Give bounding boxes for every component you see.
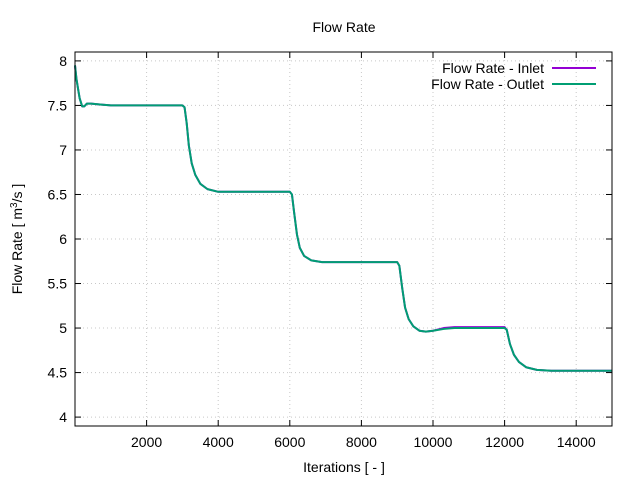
y-tick-label: 4.5 [48,365,68,381]
legend-label-outlet: Flow Rate - Outlet [431,76,544,92]
x-tick-label: 10000 [414,434,453,450]
x-tick-label: 6000 [274,434,305,450]
x-tick-labels: 2000 4000 6000 8000 10000 12000 14000 [131,434,596,450]
y-tick-label: 4 [59,409,67,425]
y-tick-label: 8 [59,53,67,69]
series-line-outlet [74,65,612,372]
x-tick-label: 8000 [346,434,377,450]
series-lines [74,65,612,372]
axis-ticks [75,52,612,426]
y-tick-label: 7.5 [48,97,68,113]
x-tick-label: 12000 [485,434,524,450]
y-tick-labels: 4 4.5 5 5.5 6 6.5 7 7.5 8 [48,53,68,425]
y-axis-label: Flow Rate [ m3/s ] [9,184,25,295]
y-tick-label: 7 [59,142,67,158]
legend-label-inlet: Flow Rate - Inlet [442,60,544,76]
grid-lines [75,52,612,426]
x-axis-label: Iterations [ - ] [303,459,385,475]
y-tick-label: 5 [59,320,67,336]
y-axis-label-prefix: Flow Rate [ m [9,208,25,294]
y-tick-label: 6.5 [48,186,68,202]
x-tick-label: 14000 [557,434,596,450]
y-axis-label-sup: 3 [9,202,20,208]
y-tick-label: 6 [59,231,67,247]
y-axis-label-suffix: /s ] [9,184,25,203]
x-tick-label: 4000 [203,434,234,450]
series-line-inlet [74,65,612,372]
chart-title: Flow Rate [312,19,375,35]
y-tick-label: 5.5 [48,276,68,292]
x-tick-label: 2000 [131,434,162,450]
